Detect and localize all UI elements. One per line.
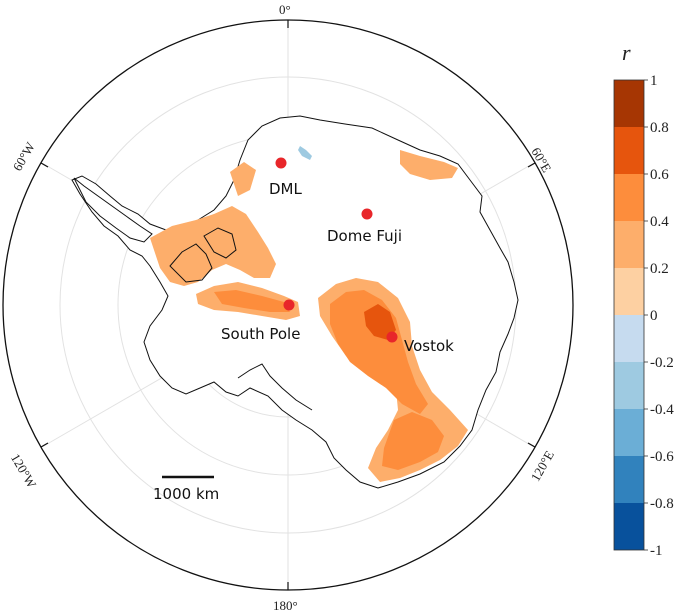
station-label-south-pole: South Pole xyxy=(221,325,300,343)
station-label-vostok: Vostok xyxy=(404,337,454,355)
colorbar-tick-label-9: -0.8 xyxy=(650,496,674,512)
correlation-fill-0.6-0.8 xyxy=(214,290,444,470)
colorbar-tick-label-6: -0.2 xyxy=(650,355,674,371)
station-marker-dome-fuji xyxy=(361,208,373,220)
colorbar-bins xyxy=(614,80,644,550)
ice-shelf-outlines xyxy=(169,227,313,411)
correlation-fill-0.8-1.0 xyxy=(364,304,396,340)
colorbar-tick-label-4: 0.2 xyxy=(650,261,669,277)
station-marker-vostok xyxy=(386,331,398,343)
colorbar-bin-5 xyxy=(614,315,644,362)
colorbar-bin-2 xyxy=(614,174,644,221)
colorbar: r 1 0.8 0.6 0.4 0.2 0 -0.2 -0.4 -0.6 -0.8 -1 xyxy=(613,40,674,559)
meridian-label-0: 0° xyxy=(279,2,291,17)
station-marker-south-pole xyxy=(283,299,295,311)
scale-bar-label: 1000 km xyxy=(153,485,219,503)
station-label-dome-fuji: Dome Fuji xyxy=(327,227,402,245)
colorbar-bin-4 xyxy=(614,268,644,315)
colorbar-tick-label-10: -1 xyxy=(650,543,663,559)
colorbar-tick-label-7: -0.4 xyxy=(650,402,674,418)
colorbar-tick-label-1: 0.8 xyxy=(650,120,669,136)
station-marker-dml xyxy=(275,157,287,169)
colorbar-tick-label-3: 0.4 xyxy=(650,214,669,230)
meridian-label-60w: 60°W xyxy=(10,139,39,174)
colorbar-ticks: 1 0.8 0.6 0.4 0.2 0 -0.2 -0.4 -0.6 -0.8 -1 xyxy=(644,73,674,559)
colorbar-tick-label-5: 0 xyxy=(650,308,658,324)
colorbar-bin-3 xyxy=(614,221,644,268)
colorbar-title: r xyxy=(622,40,631,65)
colorbar-bin-7 xyxy=(614,409,644,456)
meridian-label-180: 180° xyxy=(273,598,298,613)
scale-bar: 1000 km xyxy=(153,475,219,503)
correlation-fill-negative xyxy=(298,146,312,160)
boundary-ticks xyxy=(40,20,536,590)
colorbar-bin-8 xyxy=(614,456,644,503)
colorbar-bin-9 xyxy=(614,503,644,550)
antarctic-peninsula xyxy=(73,177,153,243)
colorbar-tick-label-2: 0.6 xyxy=(650,167,669,183)
colorbar-bin-1 xyxy=(614,127,644,174)
colorbar-bin-6 xyxy=(614,362,644,409)
colorbar-tick-label-0: 1 xyxy=(650,73,658,89)
colorbar-tick-label-8: -0.6 xyxy=(650,449,674,465)
station-label-dml: DML xyxy=(269,180,302,198)
meridian-label-120w: 120°W xyxy=(8,451,40,491)
meridian-label-60e: 60°E xyxy=(528,145,554,175)
stations: DML Dome Fuji South Pole Vostok xyxy=(221,157,454,355)
colorbar-bin-0 xyxy=(614,80,644,127)
